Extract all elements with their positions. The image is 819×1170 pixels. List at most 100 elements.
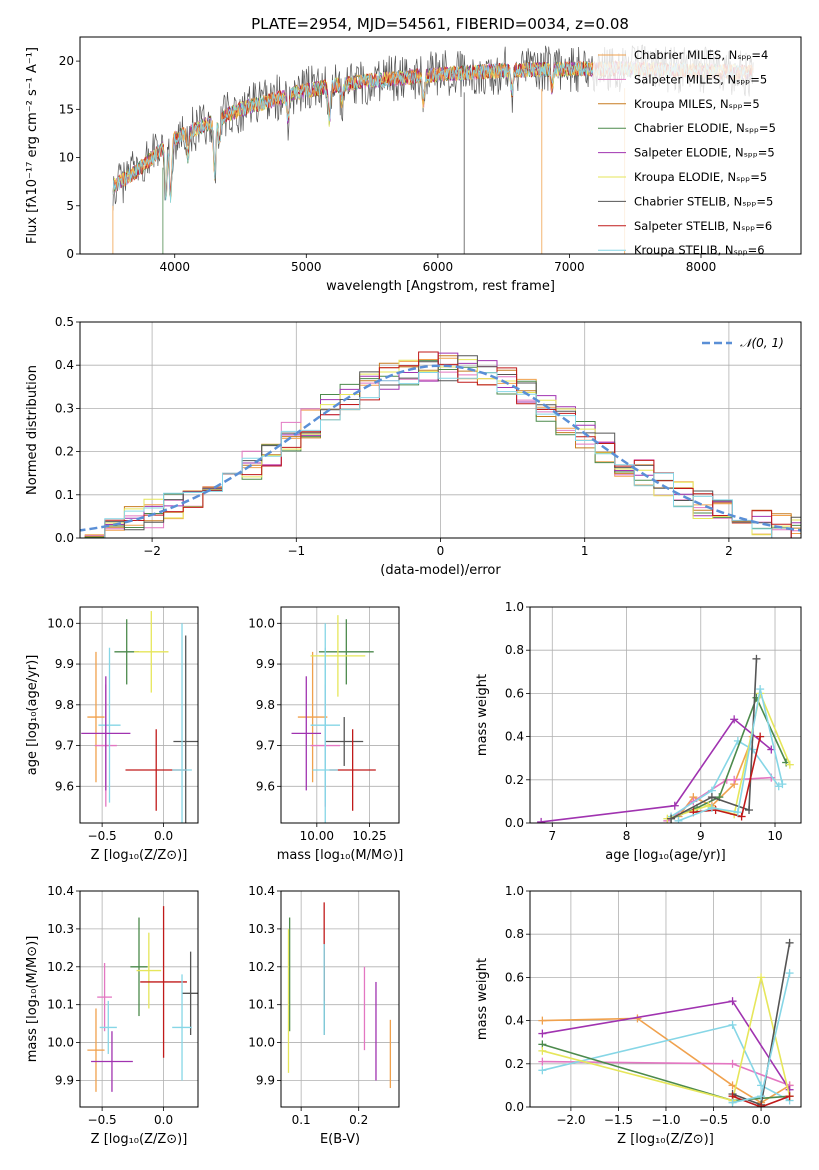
y-tick-label: 0.5	[55, 315, 74, 329]
axes-frame	[280, 890, 400, 1108]
axes-frame	[79, 890, 199, 1108]
x-tick-label: 7	[548, 829, 556, 843]
legend-entry: 𝒩(0, 1)	[740, 336, 784, 350]
errorbar-point-0	[87, 651, 105, 783]
plot-area	[291, 615, 376, 823]
x-axis-label: Z [log₁₀(Z/Z⊙)]	[91, 848, 188, 863]
plot-area	[287, 902, 392, 1089]
y-tick-label: 10.0	[47, 1036, 74, 1050]
y-tick-label: 10.4	[47, 884, 74, 898]
y-tick-label: 10.3	[248, 922, 275, 936]
plus-marker	[538, 1057, 547, 1066]
y-tick-label: 0.0	[505, 1100, 524, 1114]
x-tick-label: 10.25	[352, 829, 386, 843]
plus-marker	[728, 997, 737, 1006]
y-axis-label: mass [log₁₀(M/M⊙)]	[25, 936, 40, 1063]
x-tick-label: 7000	[554, 260, 585, 274]
y-tick-label: 9.6	[256, 779, 275, 793]
panel-weight-vs-age: 7 8 9 10 0.0 0.2 0.4 0.6 0.8 1.0 age [log₁₀(age/yr…	[475, 600, 802, 863]
x-tick-label: 0.0	[154, 829, 173, 843]
plus-marker	[728, 1020, 737, 1029]
x-tick-label: 0.0	[752, 1113, 771, 1127]
y-tick-label: 10	[59, 151, 74, 165]
grid-lines	[281, 607, 399, 823]
plus-marker	[733, 808, 742, 817]
x-tick-label: 0.0	[154, 1113, 173, 1127]
x-tick-label: 2	[725, 544, 733, 558]
y-tick-label: 10.2	[47, 960, 74, 974]
x-tick-label: 10	[767, 829, 782, 843]
x-tick-label: 4000	[159, 260, 190, 274]
plus-marker	[538, 1046, 547, 1055]
x-tick-label: −0.5	[699, 1113, 728, 1127]
y-tick-label: 0.8	[505, 643, 524, 657]
x-axis-label: (data-model)/error	[380, 563, 501, 578]
plus-marker	[730, 775, 739, 784]
legend-entry: Chabrier ELODIE, Nₛₚₚ=5	[634, 121, 776, 135]
panel-spectrum: Chabrier MILES, Nₛₚₚ=4 Salpeter MILES, Nₛ…	[25, 36, 802, 294]
legend: 𝒩(0, 1)	[702, 336, 784, 350]
panel-mass-vs-EBV: 0.1 0.2 9.9 10.0 10.1 10.2 10.3 10.4 E(B-V)	[248, 884, 400, 1147]
errorbar-point-6	[182, 951, 198, 1035]
plus-marker	[707, 793, 716, 802]
panel-residuals: 𝒩(0, 1) −2 −1 0 1 2 0.0 0.1 0.2 0.3 0.4 0.5 (data-mo…	[25, 315, 802, 578]
x-tick-label: 6000	[423, 260, 454, 274]
plus-marker	[538, 1029, 547, 1038]
plot-area	[538, 938, 794, 1107]
y-tick-label: 1.0	[505, 884, 524, 898]
x-tick-label: 0.2	[349, 1113, 368, 1127]
legend-entry: Chabrier MILES, Nₛₚₚ=4	[634, 48, 768, 62]
y-tick-label: 0.4	[55, 358, 74, 372]
plus-marker	[756, 685, 765, 694]
y-axis-label: Flux [fλ10⁻¹⁷ erg cm⁻² s⁻¹ A⁻¹]	[25, 47, 40, 244]
plus-marker	[785, 969, 794, 978]
y-tick-label: 9.9	[256, 1073, 275, 1087]
y-axis-label: mass weight	[475, 674, 490, 756]
y-axis-label: mass weight	[475, 958, 490, 1040]
x-axis-label: mass [log₁₀(M/M⊙)]	[277, 848, 404, 863]
errorbar-point-6	[325, 717, 364, 766]
legend-entry: Salpeter STELIB, Nₛₚₚ=6	[634, 219, 772, 233]
legend-entry: Kroupa STELIB, Nₛₚₚ=6	[634, 243, 765, 257]
plus-marker	[785, 760, 794, 769]
x-axis-label: Z [log₁₀(Z/Z⊙)]	[91, 1132, 188, 1147]
figure-title: PLATE=2954, MJD=54561, FIBERID=0034, z=0…	[251, 15, 629, 33]
grid-lines	[80, 607, 198, 823]
plus-marker	[785, 1092, 794, 1101]
x-tick-label: 8000	[686, 260, 717, 274]
y-tick-label: 0.2	[505, 1057, 524, 1071]
histogram-step-8	[80, 372, 801, 538]
errorbar-point-6	[173, 635, 198, 823]
x-tick-label: 8	[623, 829, 631, 843]
plus-marker	[537, 817, 546, 823]
plus-marker	[670, 801, 679, 810]
x-tick-label: 0	[437, 544, 445, 558]
x-tick-label: 1	[581, 544, 589, 558]
legend-entry: Salpeter MILES, Nₛₚₚ=5	[634, 72, 767, 86]
errorbar-point-8	[312, 623, 338, 823]
y-tick-label: 10.4	[248, 884, 275, 898]
y-tick-label: 0.6	[505, 970, 524, 984]
x-axis-label: E(B-V)	[320, 1132, 360, 1147]
x-tick-label: 5000	[291, 260, 322, 274]
y-tick-label: 1.0	[505, 600, 524, 614]
histogram-step-7	[80, 351, 801, 538]
errorbar-point-2	[99, 1000, 117, 1054]
y-tick-label: 9.6	[55, 779, 74, 793]
plus-marker	[785, 938, 794, 947]
x-tick-label: 9	[697, 829, 705, 843]
x-tick-label: −2	[143, 544, 161, 558]
errorbar-point-3	[318, 619, 374, 685]
legend-entry: Kroupa ELODIE, Nₛₚₚ=5	[634, 170, 767, 184]
errorbar-point-1	[97, 963, 112, 1032]
plus-marker	[538, 1066, 547, 1075]
y-tick-label: 0.6	[505, 686, 524, 700]
weight-series-2	[542, 1023, 790, 1102]
plus-marker	[707, 803, 716, 812]
plus-marker	[756, 732, 765, 741]
y-tick-label: 10.2	[248, 960, 275, 974]
axes-frame	[280, 606, 400, 824]
y-tick-label: 10.0	[248, 616, 275, 630]
panel-weight-vs-Z: −2.0 −1.5 −1.0 −0.5 0.0 0.0 0.2 0.4 0.6 0.8 1.0 Z […	[475, 884, 802, 1147]
